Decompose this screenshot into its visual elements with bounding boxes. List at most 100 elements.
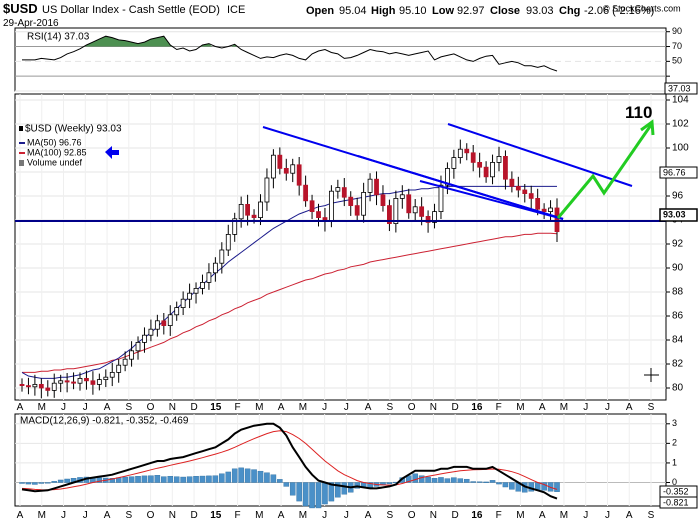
macd-histogram-bar: [251, 469, 257, 483]
macd-x-tick-label: N: [430, 510, 437, 521]
macd-x-tick-label: J: [322, 510, 327, 521]
candle: [290, 158, 296, 183]
price-tick-label: 100: [672, 143, 689, 154]
macd-x-axis: A M J J A S O N D 15 F M A M J J A S O N D 16 F M A M J J A S: [17, 510, 655, 521]
price-x-tick-label: J: [61, 402, 66, 413]
chart-header: $USD US Dollar Index - Cash Settle (EOD)…: [3, 1, 681, 29]
candle: [522, 184, 528, 203]
candle: [206, 263, 212, 290]
candle-body-up: [451, 157, 457, 169]
rsi-tick-label: 50: [672, 56, 682, 66]
candle: [335, 179, 341, 199]
macd-histogram-bar: [38, 482, 45, 484]
price-x-tick-label: F: [235, 402, 241, 413]
exchange-label: ICE: [227, 4, 245, 16]
macd-x-tick-label: 16: [471, 510, 483, 521]
rsi-panel: 10507090 RSI(14) 37.03 37.03: [14, 26, 698, 95]
candle-body-down: [406, 194, 412, 214]
candle-body-down: [354, 205, 360, 216]
ma50-current-label: 96.76: [663, 167, 686, 177]
candle: [361, 182, 367, 223]
macd-histogram-bar: [64, 478, 70, 483]
candle: [303, 175, 309, 207]
price-tick-label: 104: [672, 95, 689, 106]
candle-body-up: [174, 307, 180, 316]
ma50-line: [21, 185, 557, 379]
candle-body-down: [26, 385, 31, 388]
price-x-tick-label: M: [38, 402, 46, 413]
macd-histogram-bar: [296, 482, 302, 502]
wedge-lower-line-right: [419, 180, 564, 220]
macd-histogram-bar: [483, 481, 489, 483]
macd-histogram-bar: [51, 481, 58, 483]
index-name-label: US Dollar Index - Cash Settle (EOD): [42, 4, 220, 16]
rsi-overbought-region: [199, 43, 213, 47]
candle: [406, 188, 412, 219]
candle: [264, 168, 270, 211]
candle-body-down: [161, 320, 167, 326]
candle: [354, 197, 360, 222]
candle: [71, 372, 76, 390]
price-x-tick-label: M: [255, 402, 263, 413]
candle-body-down: [309, 200, 315, 213]
candle-body-down: [522, 189, 528, 194]
candle-body-down: [45, 387, 51, 391]
candle: [464, 143, 470, 161]
macd-axis: 3 2 1 0: [666, 418, 677, 487]
candle-body-up: [225, 233, 231, 251]
macd-histogram-bar: [231, 468, 238, 483]
candle: [122, 351, 128, 372]
candle-body-up: [148, 328, 154, 336]
candle-body-up: [432, 211, 437, 223]
macd-histogram-bar: [122, 476, 128, 483]
macd-histogram-bar: [509, 482, 515, 490]
candle: [277, 147, 283, 175]
candle-body-up: [328, 190, 334, 222]
price-panel-frame: [14, 93, 667, 401]
price-x-tick-label: A: [365, 402, 372, 413]
price-x-tick-label: O: [408, 402, 416, 413]
candle-body-down: [296, 164, 302, 186]
candle-body-up: [264, 177, 270, 203]
price-tick-label: 80: [672, 383, 684, 394]
candle-body-up: [77, 377, 83, 384]
date-label: 29-Apr-2016: [3, 18, 59, 29]
macd-x-tick-label: S: [125, 510, 132, 521]
macd-histogram-bar: [219, 473, 225, 483]
candle-body-up: [270, 154, 276, 179]
macd-histogram-bar: [173, 476, 180, 483]
candle-body-up: [122, 358, 128, 366]
macd-histogram-bar: [457, 478, 464, 483]
candle-body-down: [541, 208, 547, 212]
high-value: 95.10: [399, 5, 427, 17]
macd-histogram-bar: [335, 482, 341, 498]
macd-histogram-bar: [289, 482, 296, 496]
macd-histogram-bar: [470, 481, 476, 483]
low-label: Low: [432, 5, 454, 17]
open-label: Open: [306, 5, 334, 17]
candle: [45, 380, 51, 397]
candle: [38, 378, 44, 399]
candle-body-down: [535, 197, 541, 210]
candle: [19, 378, 25, 392]
close-current-box: [659, 208, 698, 222]
price-legend-title: $USD (Weekly) 93.03: [25, 124, 122, 135]
candle-body-up: [51, 382, 57, 391]
candle-body-up: [96, 379, 102, 385]
candle: [496, 146, 502, 172]
macd-histogram-bar: [244, 468, 251, 483]
macd-histogram-bar: [96, 477, 103, 483]
macd-x-tick-label: A: [17, 510, 24, 521]
candle-body-down: [464, 148, 470, 154]
macd-histogram-bar: [57, 479, 64, 483]
candle: [32, 374, 38, 396]
price-x-tick-label: O: [147, 402, 155, 413]
candle-body-down: [515, 185, 521, 191]
candle: [84, 370, 89, 390]
candle-body-down: [470, 152, 476, 163]
macd-x-tick-label: J: [83, 510, 88, 521]
macd-histogram-bar: [109, 478, 116, 483]
candle-body-down: [374, 178, 379, 196]
candle: [341, 178, 347, 207]
candle-body-up: [232, 218, 238, 235]
